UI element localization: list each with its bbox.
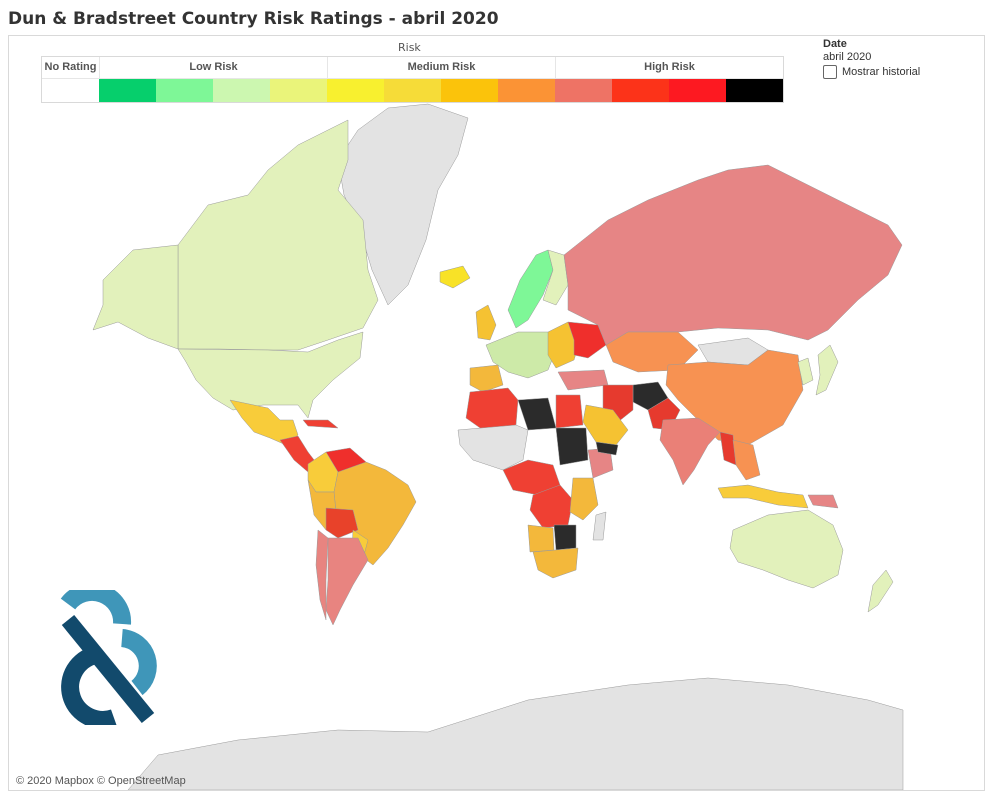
region-australia[interactable] (729, 509, 844, 589)
map-frame (8, 35, 985, 791)
region-uk[interactable] (475, 304, 497, 341)
region-angola[interactable] (527, 524, 555, 553)
page-title: Dun & Bradstreet Country Risk Ratings - … (8, 9, 499, 29)
date-filter-title: Date (823, 38, 847, 50)
region-north-africa[interactable] (465, 387, 519, 431)
map-attribution: © 2020 Mapbox © OpenStreetMap (16, 775, 186, 787)
region-southern-africa[interactable] (553, 524, 577, 551)
history-label: Mostrar historial (842, 66, 921, 78)
legend-group-high-risk: High Risk (555, 57, 783, 78)
logo-lower-arc (61, 647, 117, 725)
region-png[interactable] (807, 494, 839, 509)
region-indonesia[interactable] (717, 484, 809, 509)
region-scandinavia[interactable] (507, 249, 554, 329)
region-libya[interactable] (517, 397, 557, 431)
region-west-africa[interactable] (457, 424, 529, 471)
legend-group-no-rating: No Rating (44, 61, 97, 73)
region-new-zealand[interactable] (867, 569, 894, 613)
region-argentina[interactable] (325, 537, 369, 626)
date-filter-value: abril 2020 (823, 51, 872, 63)
region-korea[interactable] (797, 357, 814, 386)
region-kazakhstan[interactable] (605, 331, 699, 373)
logo-upper-arc (60, 590, 132, 625)
logo-right-arc (120, 629, 157, 696)
legend-swatch[interactable] (42, 79, 99, 102)
region-antarctica[interactable] (127, 677, 904, 790)
region-madagascar[interactable] (592, 511, 607, 541)
legend-group-medium-risk: Medium Risk (327, 57, 555, 78)
region-russia[interactable] (563, 164, 903, 346)
legend-swatch[interactable] (213, 79, 270, 102)
region-sudan[interactable] (555, 427, 589, 466)
legend-swatch[interactable] (384, 79, 441, 102)
dnb-logo (60, 590, 157, 725)
region-yemen[interactable] (595, 441, 619, 456)
region-japan[interactable] (815, 344, 839, 396)
legend-swatch[interactable] (669, 79, 726, 102)
logo-diagonal (61, 614, 155, 724)
history-checkbox[interactable] (823, 65, 837, 79)
legend-swatches (42, 79, 783, 102)
risk-legend[interactable]: No Rating Low Risk Medium Risk High Risk (41, 56, 784, 103)
legend-swatch[interactable] (441, 79, 498, 102)
legend-swatch[interactable] (156, 79, 213, 102)
date-filter: Date abril 2020 Mostrar historial (823, 38, 920, 79)
region-east-africa[interactable] (569, 477, 599, 521)
region-india[interactable] (659, 417, 721, 486)
legend-swatch[interactable] (498, 79, 555, 102)
legend-swatch[interactable] (270, 79, 327, 102)
region-alaska[interactable] (92, 244, 179, 350)
legend-swatch[interactable] (555, 79, 612, 102)
region-bolivia[interactable] (325, 507, 359, 539)
legend-swatch[interactable] (327, 79, 384, 102)
legend-headers: No Rating Low Risk Medium Risk High Risk (42, 57, 783, 79)
legend-swatch[interactable] (726, 79, 783, 102)
region-turkey[interactable] (557, 369, 609, 391)
region-egypt[interactable] (555, 394, 584, 429)
region-canada[interactable] (177, 119, 379, 351)
region-spain[interactable] (469, 364, 504, 393)
region-usa[interactable] (177, 331, 364, 419)
legend-caption: Risk (398, 41, 421, 54)
world-map[interactable] (8, 100, 908, 790)
region-chile[interactable] (315, 529, 329, 621)
legend-group-low-risk: Low Risk (99, 57, 327, 78)
region-cuba[interactable] (302, 419, 339, 429)
history-toggle[interactable]: Mostrar historial (823, 65, 920, 79)
region-iceland[interactable] (439, 265, 471, 289)
region-south-africa[interactable] (532, 547, 579, 579)
legend-swatch[interactable] (99, 79, 156, 102)
region-southeast-asia[interactable] (732, 439, 761, 481)
legend-swatch[interactable] (612, 79, 669, 102)
